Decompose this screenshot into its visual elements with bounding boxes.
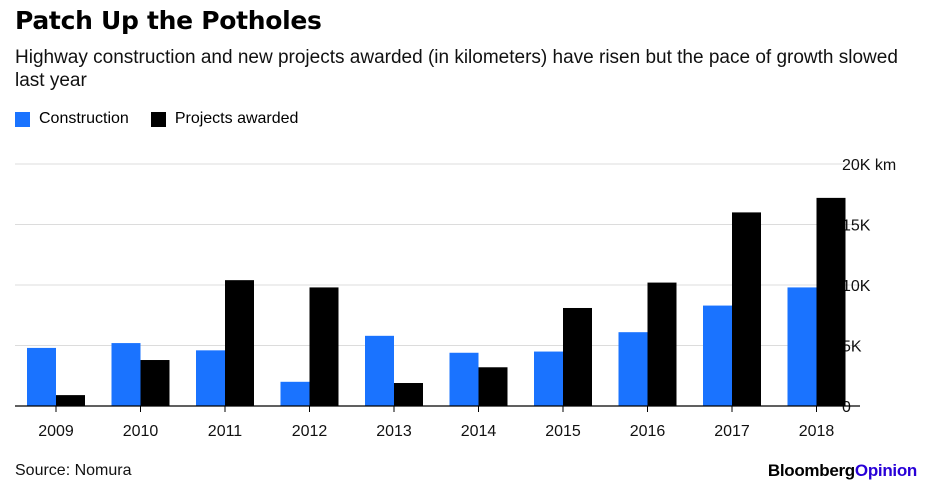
bar [816, 197, 846, 406]
x-tick-label: 2012 [292, 423, 328, 440]
bar [449, 352, 479, 406]
legend-label-construction: Construction [39, 110, 129, 127]
legend-item-construction: Construction [15, 110, 129, 128]
y-tick-label: 0 [842, 399, 851, 416]
legend-swatch-construction [15, 111, 30, 127]
x-tick-label: 2017 [714, 423, 750, 440]
brand-accent: Opinion [854, 461, 917, 480]
bar [647, 282, 677, 406]
bar-chart: 0 5K 10K 15K 20K km 2009 2010 2011 2012 2013 2014 2… [15, 157, 896, 440]
bar [56, 395, 85, 406]
y-tick-label: 20K km [842, 157, 896, 174]
brand-name: Bloomberg [767, 461, 855, 480]
source-note: Source: Nomura [15, 462, 132, 479]
bar [703, 305, 732, 406]
bar [140, 360, 170, 406]
x-tick-label: 2018 [799, 423, 835, 440]
x-tick-label: 2014 [461, 423, 497, 440]
y-tick-label: 10K [842, 278, 871, 295]
legend-label-projects-awarded: Projects awarded [174, 110, 299, 127]
bar [787, 287, 817, 406]
bar [111, 343, 141, 406]
x-tick-label: 2009 [38, 423, 74, 440]
y-tick-label: 5K [842, 339, 862, 356]
bar [563, 307, 592, 406]
chart-subtitle: Highway construction and new projects aw… [15, 47, 898, 91]
bar [618, 332, 648, 406]
bar [478, 367, 508, 406]
bar [365, 335, 394, 406]
brand-logo: BloombergOpinion [768, 461, 917, 481]
x-tick-label: 2016 [630, 423, 666, 440]
bar [196, 350, 225, 406]
bar [280, 381, 310, 406]
bar [534, 351, 563, 406]
x-tick-label: 2013 [376, 423, 412, 440]
legend-swatch-projects-awarded [150, 111, 166, 127]
legend: Construction Projects awarded [15, 110, 320, 128]
bar [27, 347, 56, 406]
chart-title: Patch Up the Potholes [15, 6, 322, 35]
x-tick-label: 2011 [208, 423, 243, 440]
bar [394, 383, 423, 406]
bar [309, 287, 339, 406]
legend-item-projects-awarded: Projects awarded [150, 110, 299, 128]
y-tick-label: 15K [842, 218, 871, 235]
bar [732, 212, 761, 406]
bar [225, 280, 254, 406]
x-tick-label: 2015 [545, 423, 581, 440]
x-tick-label: 2010 [123, 423, 159, 440]
